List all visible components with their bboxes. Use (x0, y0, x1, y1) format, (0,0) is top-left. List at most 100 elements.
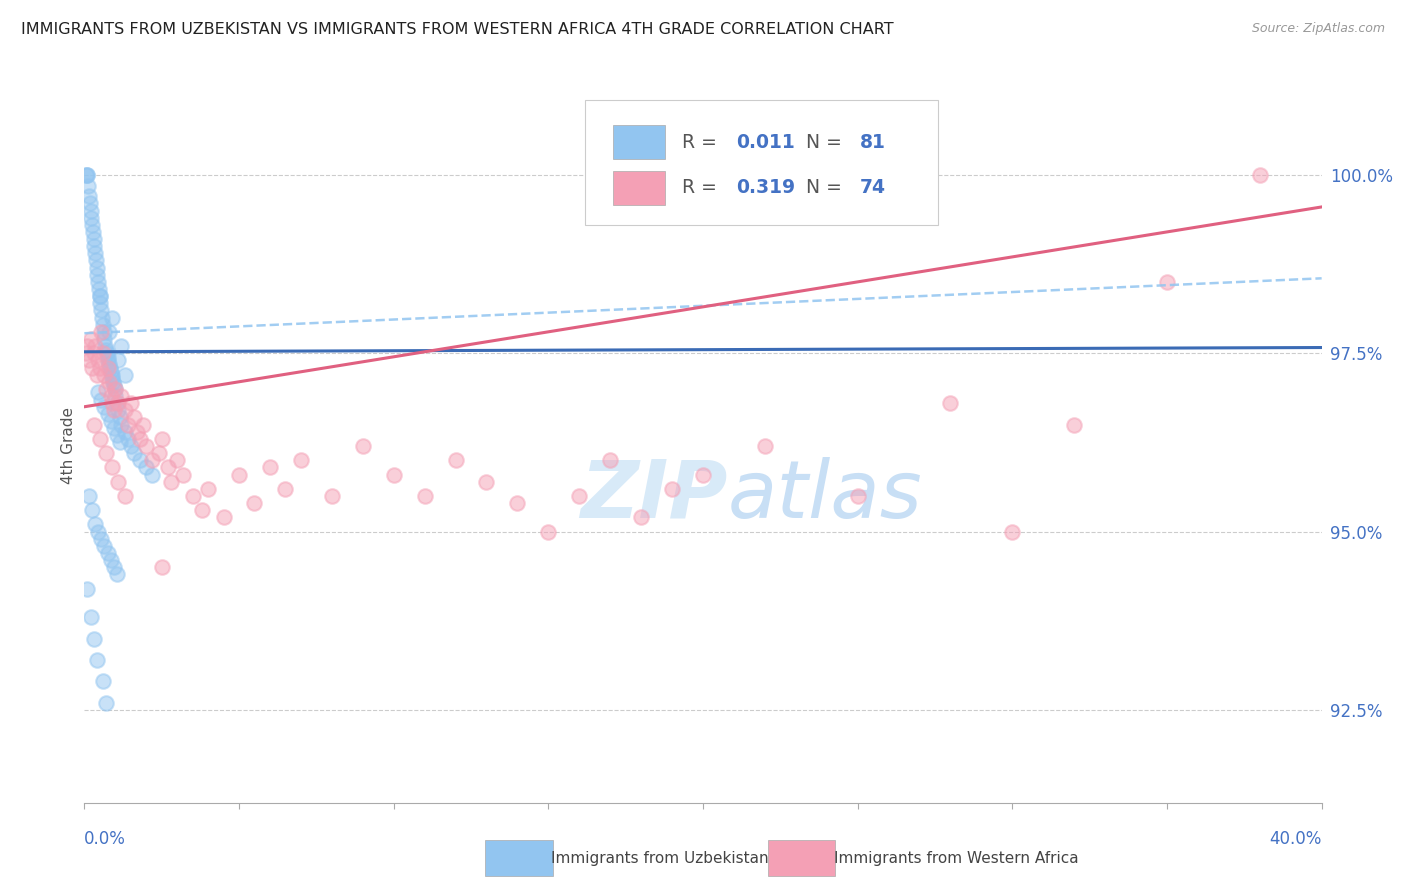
Point (76, 168, 98, 182)
Text: Immigrants from Western Africa: Immigrants from Western Africa (834, 851, 1078, 865)
Text: R =: R = (682, 133, 723, 152)
Point (630, 510, 652, 524)
Point (87, 524, 110, 539)
Point (166, 453, 188, 467)
Point (89, 289, 111, 303)
Point (114, 403, 136, 417)
Point (83, 632, 105, 646)
Point (101, 396, 124, 410)
Point (94, 446, 117, 460)
Text: Source: ZipAtlas.com: Source: ZipAtlas.com (1251, 22, 1385, 36)
Point (352, 439, 374, 453)
Point (96, 346, 118, 360)
Point (259, 460, 281, 475)
Point (382, 467, 405, 482)
Point (148, 446, 170, 460)
Point (77, 189, 100, 203)
Point (104, 382, 127, 396)
Point (86, 260, 108, 275)
Point (141, 453, 163, 467)
Point (110, 417, 132, 432)
Point (90, 303, 112, 318)
Point (80, 211, 103, 225)
Point (94, 382, 117, 396)
Point (79, 610, 101, 624)
Point (150, 432, 173, 446)
Point (141, 467, 163, 482)
Point (98, 360, 121, 375)
Text: Immigrants from Uzbekistan: Immigrants from Uzbekistan (551, 851, 769, 865)
Point (97, 350, 120, 364)
Point (93, 400, 115, 414)
Point (114, 368, 136, 382)
Point (129, 453, 152, 467)
Point (83, 417, 105, 432)
Point (506, 496, 529, 510)
Point (86, 268, 108, 282)
Point (122, 410, 145, 425)
Point (94, 343, 117, 357)
Point (1063, 417, 1085, 432)
Point (91, 346, 114, 360)
Text: N =: N = (806, 178, 848, 197)
Point (91, 674, 114, 689)
Bar (613, 125, 665, 159)
Point (79, 332, 101, 346)
Text: 0.011: 0.011 (737, 133, 796, 152)
Point (101, 310, 124, 325)
Point (110, 339, 132, 353)
Point (103, 560, 125, 574)
Point (101, 460, 124, 475)
Point (103, 378, 125, 392)
Point (135, 439, 157, 453)
Point (86, 653, 108, 667)
Point (105, 428, 128, 442)
Point (692, 467, 714, 482)
Point (114, 425, 136, 439)
Point (89, 289, 111, 303)
Point (75, 168, 97, 182)
Point (97, 360, 120, 375)
Text: IMMIGRANTS FROM UZBEKISTAN VS IMMIGRANTS FROM WESTERN AFRICA 4TH GRADE CORRELATI: IMMIGRANTS FROM UZBEKISTAN VS IMMIGRANTS… (21, 22, 894, 37)
Point (98, 325, 121, 339)
Point (101, 371, 124, 385)
Point (90, 532, 112, 546)
Point (1249, 168, 1271, 182)
Point (117, 417, 139, 432)
Point (105, 396, 128, 410)
Point (82, 360, 104, 375)
Point (475, 475, 498, 489)
Point (94, 696, 117, 710)
Point (104, 382, 127, 396)
Point (87, 353, 110, 368)
Point (89, 296, 111, 310)
Point (100, 553, 122, 567)
Point (89, 360, 111, 375)
Point (89, 282, 111, 296)
Point (90, 392, 112, 407)
Text: 0.0%: 0.0% (84, 830, 127, 848)
Point (76, 168, 98, 182)
Point (132, 417, 155, 432)
Point (84, 517, 107, 532)
Point (89, 432, 111, 446)
Point (100, 389, 122, 403)
Point (93, 539, 115, 553)
Text: R =: R = (682, 178, 723, 197)
Text: 81: 81 (860, 133, 886, 152)
Point (86, 368, 108, 382)
Y-axis label: 4th Grade: 4th Grade (60, 408, 76, 484)
Point (87, 275, 110, 289)
Point (108, 435, 131, 450)
Text: 0.319: 0.319 (737, 178, 796, 197)
Point (172, 467, 194, 482)
Point (91, 318, 114, 332)
Point (84, 253, 107, 268)
Point (93, 332, 115, 346)
Point (83, 239, 105, 253)
Point (537, 524, 560, 539)
Point (197, 482, 219, 496)
Point (98, 357, 121, 371)
Point (243, 496, 266, 510)
Point (107, 475, 129, 489)
